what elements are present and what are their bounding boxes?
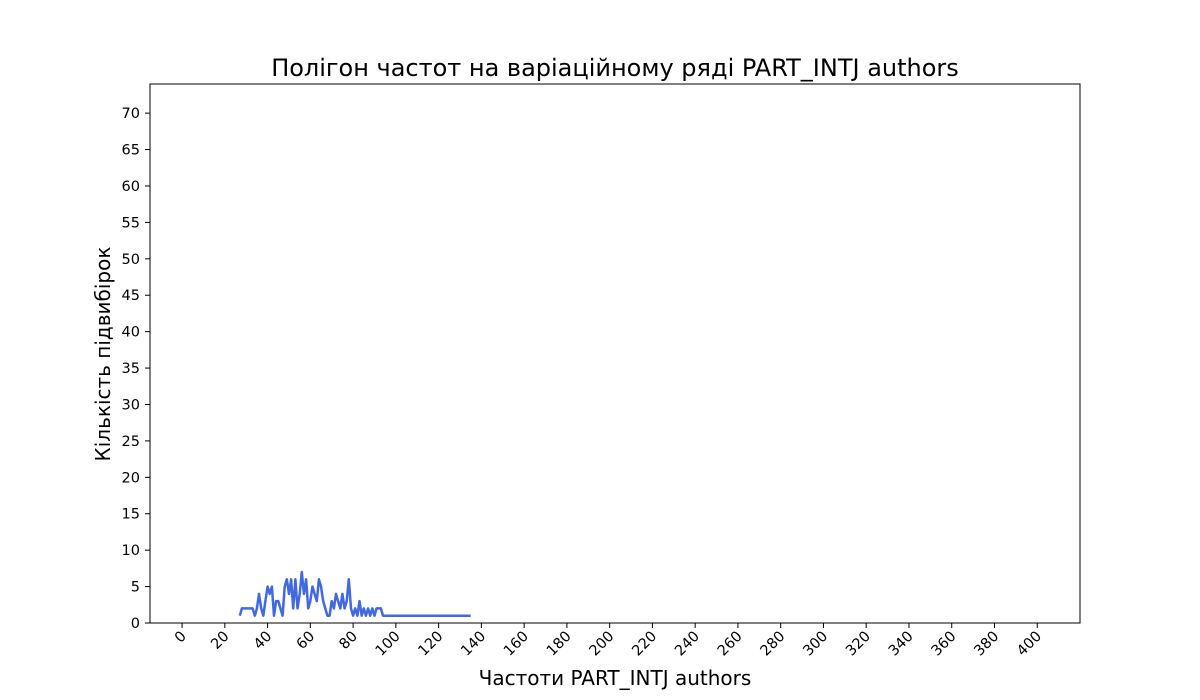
- x-axis: 0 20 40 60 80 100 120 140 160 180 200 220 240 260 280 3…: [172, 623, 1045, 659]
- x-tick-label: 240: [672, 629, 703, 660]
- y-tick-label: 70: [122, 106, 140, 122]
- y-tick-label: 35: [122, 361, 140, 377]
- y-tick-label: 45: [122, 288, 140, 304]
- y-tick-label: 25: [122, 434, 140, 450]
- x-tick-label: 160: [501, 629, 532, 660]
- x-tick-label: 180: [544, 629, 575, 660]
- x-tick-label: 260: [715, 629, 746, 660]
- x-tick-label: 40: [251, 629, 275, 653]
- y-tick-label: 5: [131, 580, 140, 596]
- y-axis: 0 5 10 15 20 25 30 35 40 45 50 55 60 65 70: [122, 106, 150, 632]
- chart-title: Полігон частот на варіаційному ряді PART…: [271, 54, 959, 82]
- y-tick-label: 20: [122, 470, 140, 486]
- x-tick-label: 120: [416, 629, 447, 660]
- y-tick-label: 0: [131, 616, 140, 632]
- x-tick-label: 300: [800, 629, 831, 660]
- x-tick-label: 320: [843, 629, 874, 660]
- y-tick-label: 10: [122, 543, 140, 559]
- x-axis-label: Частоти PART_INTJ authors: [479, 666, 752, 690]
- y-tick-label: 30: [122, 397, 140, 413]
- x-tick-label: 360: [929, 629, 960, 660]
- x-tick-label: 100: [373, 629, 404, 660]
- x-tick-label: 280: [758, 629, 789, 660]
- y-tick-label: 15: [122, 507, 140, 523]
- x-tick-label: 380: [971, 629, 1002, 660]
- y-tick-label: 65: [122, 143, 140, 159]
- y-axis-label: Кількість підвибірок: [91, 247, 115, 462]
- x-tick-label: 140: [458, 629, 489, 660]
- series-line: [238, 570, 471, 617]
- y-tick-label: 55: [122, 215, 140, 231]
- x-tick-label: 200: [587, 629, 618, 660]
- y-tick-label: 40: [122, 325, 140, 341]
- y-tick-label: 60: [122, 179, 140, 195]
- x-tick-label: 20: [208, 629, 232, 653]
- x-tick-label: 400: [1014, 629, 1045, 660]
- plot-area: [149, 83, 1081, 624]
- x-tick-label: 220: [629, 629, 660, 660]
- x-tick-label: 60: [294, 629, 318, 653]
- x-tick-label: 340: [886, 629, 917, 660]
- x-tick-label: 80: [337, 629, 361, 653]
- y-tick-label: 50: [122, 252, 140, 268]
- x-tick-label: 0: [172, 629, 190, 647]
